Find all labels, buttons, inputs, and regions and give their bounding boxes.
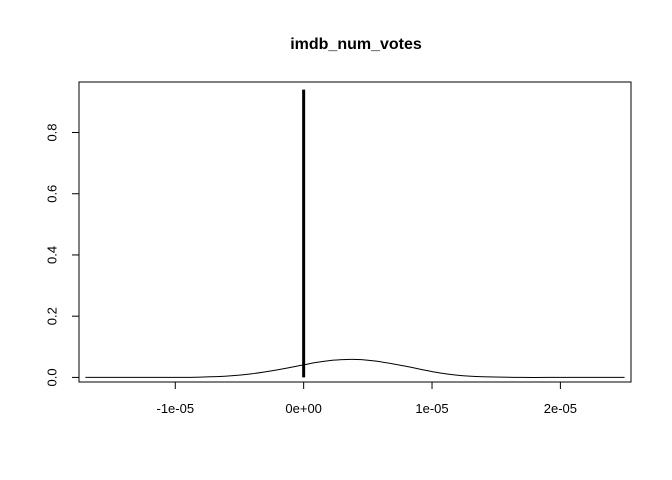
y-tick-label: 0.4 bbox=[45, 246, 60, 264]
series-layer bbox=[85, 89, 625, 378]
x-axis: -1e-05 0e+00 1e-05 2e-05 bbox=[156, 381, 577, 416]
plot-frame bbox=[78, 81, 632, 383]
x-tick-label: 0e+00 bbox=[285, 401, 322, 416]
density-curve bbox=[85, 358, 625, 378]
y-tick-label: 0.8 bbox=[45, 123, 60, 141]
y-axis: 0.0 0.2 0.4 0.6 0.8 bbox=[45, 123, 80, 386]
y-tick-label: 0.6 bbox=[45, 185, 60, 203]
x-tick-label: 1e-05 bbox=[415, 401, 448, 416]
x-tick-label: 2e-05 bbox=[544, 401, 577, 416]
y-tick-label: 0.2 bbox=[45, 307, 60, 325]
y-tick-label: 0.0 bbox=[45, 368, 60, 386]
chart-title: imdb_num_votes bbox=[290, 36, 422, 53]
x-tick-label: -1e-05 bbox=[156, 401, 194, 416]
